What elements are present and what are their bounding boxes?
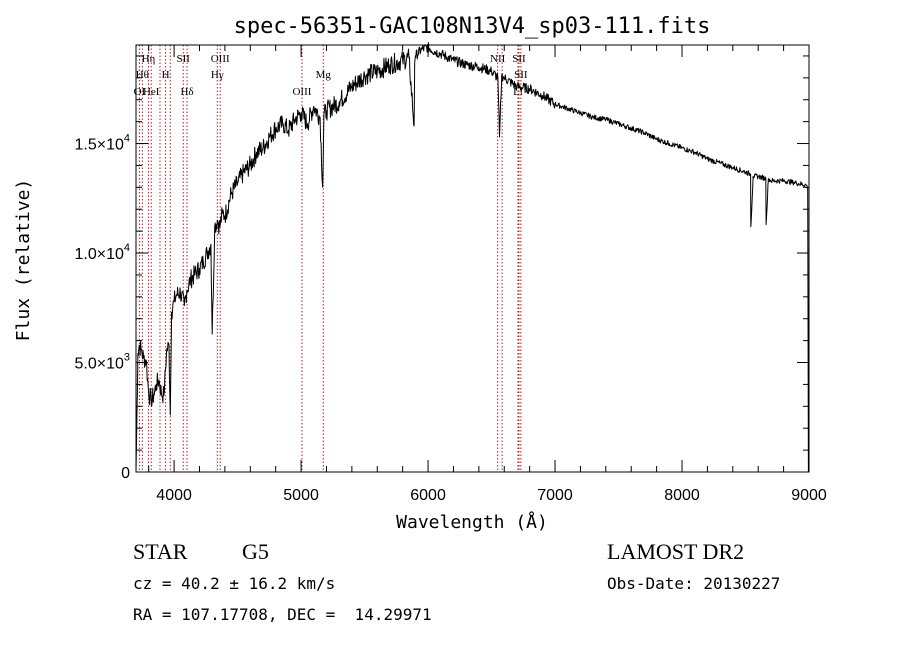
spectral-line-label: H	[162, 69, 170, 81]
spectral-line-label: OIII	[292, 86, 311, 98]
x-axis-label: Wavelength (Å)	[396, 511, 548, 533]
x-tick-label: 5000	[283, 487, 319, 504]
x-tick-label: 4000	[156, 487, 192, 504]
y-tick-label: 5.0×103	[74, 352, 130, 373]
spectral-line-label: Hθ	[136, 69, 149, 81]
spectral-line-label: SII	[512, 53, 526, 65]
coordinates: RA = 107.17708, DEC = 14.29971	[133, 605, 432, 624]
spectral-line-label: Hδ	[180, 86, 193, 98]
y-tick-label: 1.5×104	[74, 133, 130, 154]
plot-frame	[135, 44, 810, 473]
y-tick-label: 0	[121, 465, 130, 482]
spectral-line-label: OI	[134, 86, 146, 98]
y-axis-label: Flux (relative)	[13, 179, 34, 342]
x-tick-label: 7000	[537, 487, 573, 504]
object-subclass: G5	[242, 539, 269, 564]
redshift-value: cz = 40.2 ± 16.2 km/s	[133, 574, 335, 593]
obs-date: Obs-Date: 20130227	[607, 574, 780, 593]
spectral-line-label: Mg	[316, 69, 332, 81]
spectral-line-label: NII	[490, 53, 506, 65]
y-axis: 0 5.0×103 1.0×104 1.5×104	[74, 55, 809, 482]
chart-title: spec-56351-GAC108N13V4_sp03-111.fits	[234, 14, 711, 39]
spectral-line-label: Li	[513, 86, 523, 98]
x-axis: 4000 5000 6000 7000 8000 9000	[148, 45, 827, 504]
survey-name: LAMOST DR2	[607, 539, 744, 564]
spectral-line-label: HeI	[143, 86, 160, 98]
x-tick-label: 6000	[410, 487, 446, 504]
object-class: STAR	[133, 539, 188, 564]
x-tick-label: 9000	[791, 487, 827, 504]
y-tick-label: 1.0×104	[74, 242, 130, 263]
spectral-line-label: SII	[177, 53, 191, 65]
spectral-line-label: Hη	[142, 53, 156, 65]
x-tick-label: 8000	[664, 487, 700, 504]
spectral-line-label: Hγ	[211, 69, 224, 81]
spectral-line-label: SII	[514, 69, 528, 81]
spectral-line-label: OIII	[211, 53, 230, 65]
spectrum-line	[135, 42, 809, 473]
